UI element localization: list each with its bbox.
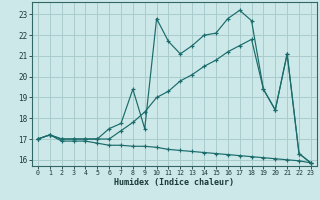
X-axis label: Humidex (Indice chaleur): Humidex (Indice chaleur)	[115, 178, 234, 187]
